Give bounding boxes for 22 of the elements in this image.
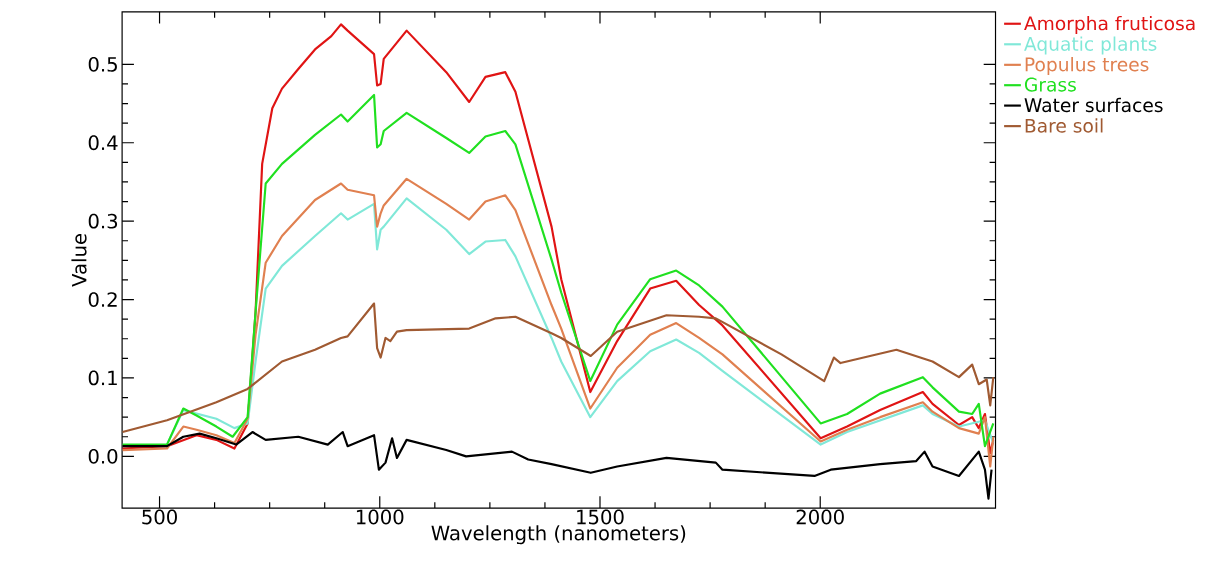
- legend-label: Aquatic plants: [1024, 36, 1157, 55]
- y-tick-label: 0.2: [88, 292, 117, 307]
- line-series: [122, 302, 995, 434]
- line-series: [122, 23, 995, 455]
- y-tick-label: 0.3: [88, 213, 118, 229]
- y-tick-label: 0.0: [88, 448, 118, 464]
- legend-label: Grass: [1024, 77, 1076, 92]
- x-tick-label: 2000: [796, 509, 844, 525]
- line-series: [122, 177, 995, 468]
- legend-label: Bare soil: [1025, 118, 1103, 133]
- y-tick-label: 0.1: [88, 370, 117, 386]
- x-tick-label: 1000: [356, 509, 404, 525]
- legend-label: Populus trees: [1025, 56, 1149, 75]
- x-axis-title: Wavelength (nanometers): [431, 525, 686, 545]
- y-tick-label: 0.4: [88, 135, 118, 151]
- legend-label: Water surfaces: [1024, 97, 1163, 113]
- legend-label: Amorpha fruticosa: [1024, 15, 1195, 34]
- y-tick-label: 0.5: [88, 56, 117, 72]
- line-series: [122, 93, 995, 448]
- y-axis-title: Value: [71, 233, 87, 287]
- x-tick-label: 500: [142, 509, 177, 525]
- x-tick-label: 1500: [577, 509, 624, 525]
